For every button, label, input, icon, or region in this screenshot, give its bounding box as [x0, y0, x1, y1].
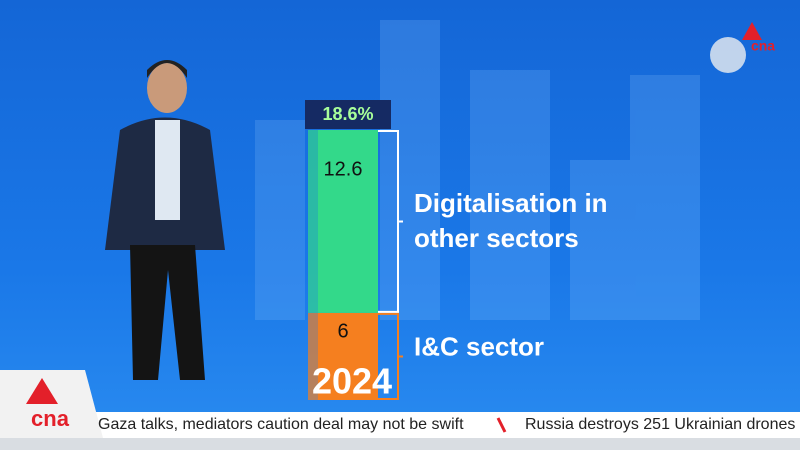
total-mark — [305, 127, 391, 129]
brace — [378, 130, 403, 313]
logo-icon — [26, 378, 58, 404]
value-label: 6 — [337, 320, 348, 342]
brand-mark: cna — [710, 22, 775, 73]
bar-side — [308, 130, 318, 313]
ticker-separator — [496, 417, 507, 433]
logo-text: cna — [31, 406, 70, 431]
ticker-bar — [0, 412, 800, 438]
ticker-item: Russia destroys 251 Ukrainian drones — [525, 416, 796, 433]
bar-segment — [318, 312, 378, 400]
series-label: I&C sector — [414, 331, 545, 362]
ticker-base — [0, 438, 800, 450]
total-box — [305, 100, 391, 128]
ticker-item: Gaza talks, mediators caution deal may n… — [98, 416, 464, 433]
brace — [378, 312, 403, 400]
building-outlines — [255, 20, 700, 320]
series-label: Digitalisation in other sectors — [414, 188, 608, 254]
bar-side — [308, 312, 318, 400]
logo-text: cna — [751, 38, 775, 54]
bar-segment — [318, 130, 378, 313]
presenter — [105, 60, 225, 380]
total-label: 18.6% — [322, 104, 373, 124]
value-label: 12.6 — [324, 159, 363, 181]
category-label: 2024 — [312, 361, 392, 402]
